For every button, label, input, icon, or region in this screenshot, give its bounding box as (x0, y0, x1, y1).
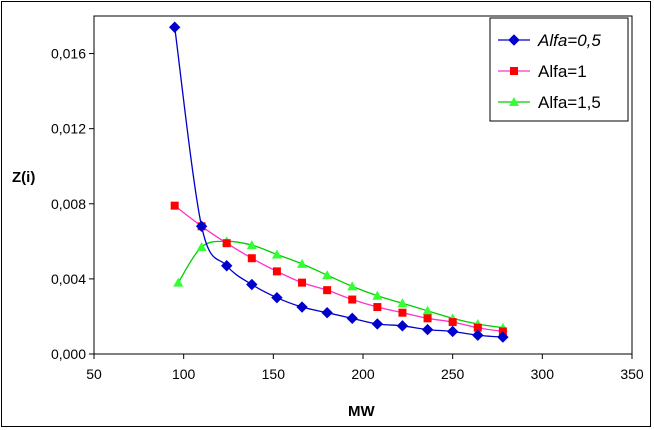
data-point (472, 329, 484, 341)
legend-marker (509, 97, 519, 106)
data-point (271, 249, 282, 259)
data-point (446, 325, 459, 338)
y-tick-label: 0,016 (51, 46, 86, 62)
data-point (195, 220, 208, 233)
data-point (196, 241, 207, 251)
data-point (168, 21, 181, 33)
x-tick-label: 350 (620, 366, 644, 382)
data-point (220, 260, 233, 272)
data-point (272, 267, 281, 276)
x-tick-label: 50 (86, 366, 102, 382)
data-point (473, 323, 482, 332)
x-tick-label: 150 (262, 366, 286, 382)
y-axis-label: Z(i) (12, 169, 35, 186)
data-point (347, 281, 358, 291)
data-point (348, 295, 357, 304)
legend-marker (508, 34, 520, 46)
data-point (373, 303, 382, 312)
data-point (421, 323, 434, 336)
data-point (448, 318, 457, 327)
legend: Alfa=0,5 Alfa=1 Alfa=1,5 (489, 17, 629, 122)
y-tick-label: 0,000 (51, 346, 86, 362)
data-point (322, 270, 333, 280)
data-point (271, 291, 283, 304)
legend-label: Alfa=1,5 (538, 93, 601, 112)
series-layer (168, 21, 509, 343)
data-point (371, 318, 384, 330)
series-1 (168, 21, 509, 343)
data-point (297, 258, 308, 268)
legend-item: Alfa=0,5 (498, 31, 601, 50)
data-point (396, 320, 409, 332)
data-point (298, 278, 307, 287)
data-point (346, 312, 358, 325)
data-point (296, 301, 308, 313)
legend-item: Alfa=1,5 (498, 93, 601, 112)
data-point (398, 308, 407, 317)
legend-item: Alfa=1 (498, 62, 587, 81)
y-tick-label: 0,004 (51, 271, 86, 287)
legend-label: Alfa=1 (538, 62, 587, 81)
legend-marker (510, 67, 518, 75)
data-point (422, 305, 433, 315)
x-axis: 50 100 150 200 250 300 350 (86, 354, 644, 382)
data-point (423, 314, 432, 323)
data-point (397, 298, 408, 308)
data-point (246, 278, 258, 291)
legend-label: Alfa=0,5 (537, 31, 601, 50)
y-tick-label: 0,012 (51, 121, 86, 137)
data-point (321, 306, 333, 319)
data-point (246, 240, 257, 250)
x-tick-label: 250 (441, 366, 465, 382)
x-tick-label: 200 (351, 366, 375, 382)
data-point (173, 277, 184, 287)
x-tick-label: 100 (172, 366, 196, 382)
y-tick-label: 0,008 (51, 196, 86, 212)
data-point (497, 331, 509, 343)
data-point (170, 201, 179, 210)
data-point (323, 286, 332, 295)
data-point (222, 239, 231, 248)
data-point (372, 290, 383, 300)
x-axis-label: MW (348, 403, 375, 420)
x-tick-label: 300 (531, 366, 555, 382)
y-axis: 0,000 0,004 0,008 0,012 0,016 (51, 46, 94, 362)
data-point (247, 254, 256, 263)
